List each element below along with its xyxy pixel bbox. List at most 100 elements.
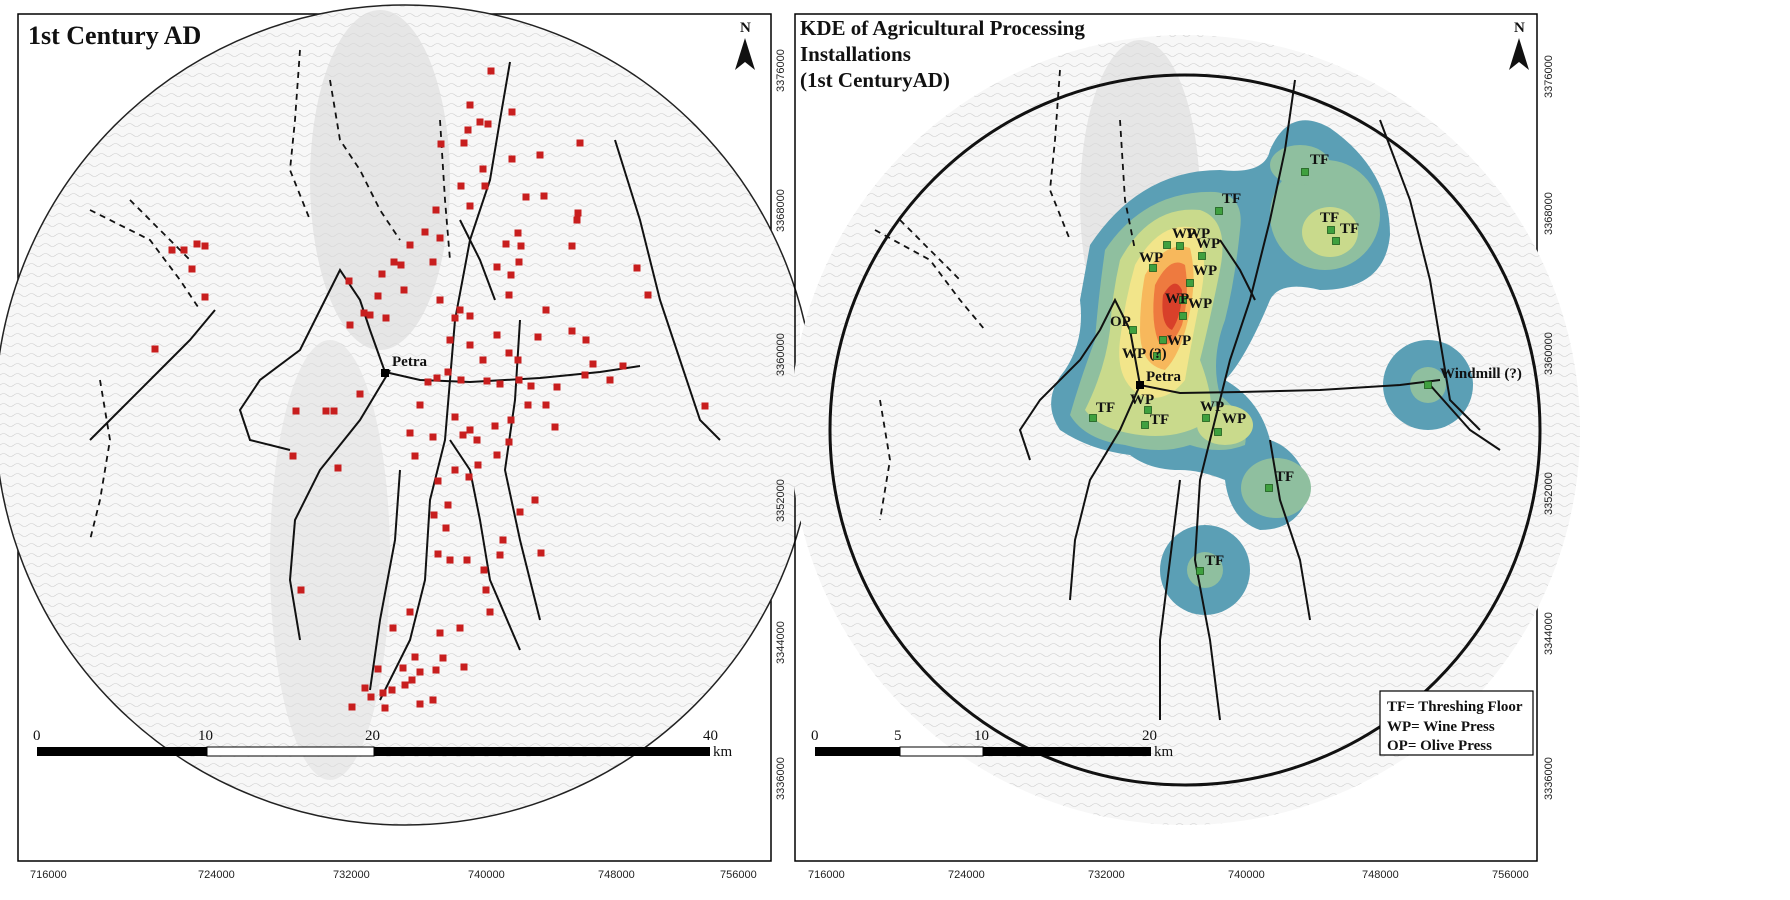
- left-site-marker: [459, 431, 467, 439]
- right-x-tick: 716000: [808, 869, 845, 881]
- right-site-marker: [1153, 352, 1161, 360]
- left-site-marker: [573, 216, 581, 224]
- legend-item-op: OP= Olive Press: [1387, 738, 1492, 754]
- left-site-marker: [466, 202, 474, 210]
- right-roads: [1018, 79, 1501, 721]
- right-site-label: Windmill (?): [1440, 366, 1522, 382]
- right-site-label: TF: [1275, 469, 1294, 485]
- left-site-marker: [466, 312, 474, 320]
- right-x-tick: 724000: [948, 869, 985, 881]
- left-site-marker: [366, 311, 374, 319]
- left-site-marker: [400, 286, 408, 294]
- right-x-tick: 732000: [1088, 869, 1125, 881]
- kde-band-7: [1162, 283, 1182, 330]
- right-site-marker: [1144, 406, 1152, 414]
- right-site-marker: [1129, 326, 1137, 334]
- left-site-marker: [531, 496, 539, 504]
- left-site-marker: [606, 376, 614, 384]
- left-y-ticks: 3376000 3368000 3360000 3352000 3344000 …: [775, 49, 787, 800]
- right-y-tick: 3360000: [1543, 332, 1555, 375]
- left-site-marker: [432, 666, 440, 674]
- right-site-label: TF: [1340, 221, 1359, 237]
- right-site-marker: [1141, 421, 1149, 429]
- left-site-marker: [505, 291, 513, 299]
- left-site-marker: [437, 140, 445, 148]
- left-site-marker: [515, 376, 523, 384]
- left-site-marker: [589, 360, 597, 368]
- left-site-marker: [439, 654, 447, 662]
- left-x-tick: 732000: [333, 869, 370, 881]
- left-y-tick: 3360000: [775, 333, 787, 376]
- left-site-marker: [493, 331, 501, 339]
- left-site-marker: [527, 382, 535, 390]
- left-site-marker: [416, 700, 424, 708]
- right-site-label: WP (?): [1122, 346, 1167, 362]
- left-site-marker: [436, 629, 444, 637]
- left-site-marker: [476, 118, 484, 126]
- right-site-label: WP: [1139, 250, 1163, 266]
- left-scale-label-1: 10: [198, 728, 213, 744]
- left-site-marker: [411, 452, 419, 460]
- right-scale-label-2: 10: [974, 728, 989, 744]
- right-site-label: WP: [1196, 236, 1220, 252]
- left-site-marker: [374, 292, 382, 300]
- left-scale-unit: km: [713, 744, 733, 760]
- left-site-marker: [406, 429, 414, 437]
- right-y-tick: 3344000: [1543, 612, 1555, 655]
- right-site-label: WP: [1222, 411, 1246, 427]
- left-site-marker: [505, 349, 513, 357]
- right-north-label: N: [1514, 20, 1525, 36]
- left-site-marker: [514, 356, 522, 364]
- right-site-label: WP: [1167, 333, 1191, 349]
- left-site-marker: [553, 383, 561, 391]
- left-site-marker: [345, 277, 353, 285]
- left-site-marker: [451, 413, 459, 421]
- left-site-marker: [542, 306, 550, 314]
- right-site-marker: [1301, 168, 1309, 176]
- left-site-marker: [401, 681, 409, 689]
- left-y-tick: 3368000: [775, 189, 787, 232]
- left-site-marker: [487, 67, 495, 75]
- left-site-marker: [496, 380, 504, 388]
- left-site-marker: [297, 586, 305, 594]
- left-x-tick: 716000: [30, 869, 67, 881]
- right-site-marker: [1186, 279, 1194, 287]
- right-site-marker: [1163, 241, 1171, 249]
- left-site-marker: [466, 426, 474, 434]
- left-site-marker: [493, 451, 501, 459]
- left-site-marker: [180, 246, 188, 254]
- left-site-marker: [330, 407, 338, 415]
- left-scale-label-0: 0: [33, 728, 41, 744]
- right-site-label: WP: [1172, 226, 1196, 242]
- left-site-marker: [381, 704, 389, 712]
- left-site-marker: [434, 550, 442, 558]
- left-site-marker: [465, 473, 473, 481]
- left-site-marker: [356, 390, 364, 398]
- right-x-tick: 756000: [1492, 869, 1529, 881]
- right-boundaries: [874, 69, 1136, 521]
- left-site-marker: [515, 258, 523, 266]
- left-y-tick: 3352000: [775, 479, 787, 522]
- right-petra-marker: [1136, 381, 1144, 389]
- left-site-marker: [432, 206, 440, 214]
- left-site-marker: [514, 229, 522, 237]
- left-x-tick: 748000: [598, 869, 635, 881]
- right-y-tick: 3376000: [1543, 55, 1555, 98]
- left-site-marker: [507, 416, 515, 424]
- left-map-title: 1st Century AD: [28, 21, 201, 50]
- left-site-marker: [434, 477, 442, 485]
- right-site-marker: [1424, 381, 1432, 389]
- left-site-marker: [536, 151, 544, 159]
- left-site-marker: [491, 422, 499, 430]
- left-site-marker: [378, 270, 386, 278]
- left-site-marker: [701, 402, 709, 410]
- right-site-marker: [1214, 428, 1222, 436]
- right-site-label: TF: [1222, 191, 1241, 207]
- right-x-ticks: 716000 724000 732000 740000 748000 75600…: [808, 869, 1529, 881]
- left-terrain: [0, 5, 800, 825]
- right-north-arrow: N: [1509, 20, 1529, 70]
- left-site-marker: [568, 242, 576, 250]
- left-site-marker: [429, 258, 437, 266]
- right-x-tick: 748000: [1362, 869, 1399, 881]
